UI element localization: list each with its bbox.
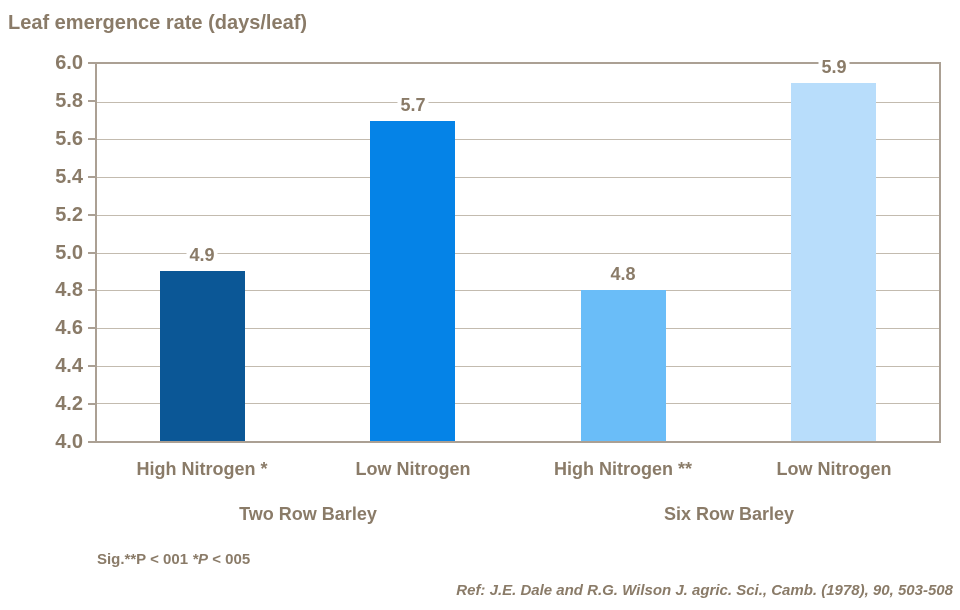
- y-tick-mark: [88, 403, 95, 405]
- plot-area: 4.9 5.7 4.8 5.9: [95, 57, 941, 443]
- y-tick-mark: [88, 100, 95, 102]
- category-label: Low Nitrogen: [355, 459, 471, 479]
- bar-low-nitrogen: [791, 83, 876, 441]
- bar-value-label: 4.9: [186, 245, 218, 265]
- gridline: [97, 139, 939, 140]
- category-label: High Nitrogen **: [554, 459, 692, 479]
- gridline: [97, 215, 939, 216]
- y-tick-mark: [88, 62, 95, 64]
- y-tick-mark: [88, 365, 95, 367]
- gridline: [97, 102, 939, 103]
- group-label: Two Row Barley: [239, 504, 377, 524]
- y-tick-label: 4.6: [55, 317, 83, 339]
- y-tick-mark: [88, 441, 95, 443]
- y-tick-label: 6.0: [55, 52, 83, 74]
- y-tick-label: 4.8: [55, 279, 83, 301]
- y-tick-mark: [88, 214, 95, 216]
- bar-low-nitrogen: [370, 121, 455, 441]
- y-tick-label: 4.0: [55, 431, 83, 453]
- chart-title: Leaf emergence rate (days/leaf): [8, 12, 308, 34]
- y-tick-label: 5.0: [55, 242, 83, 264]
- bar-value-label: 5.7: [397, 95, 429, 115]
- gridline: [97, 366, 939, 367]
- significance-note: Sig.**P < 001 *P < 005: [97, 551, 250, 568]
- y-tick-mark: [88, 327, 95, 329]
- gridline: [97, 177, 939, 178]
- y-tick-mark: [88, 252, 95, 254]
- y-tick-mark: [88, 138, 95, 140]
- bar-value-label: 4.8: [607, 264, 639, 284]
- bar-high-nitrogen: [160, 271, 245, 441]
- y-tick-label: 5.6: [55, 128, 83, 150]
- y-tick-mark: [88, 289, 95, 291]
- significance-note-suffix: < 005: [208, 551, 251, 568]
- gridline: [97, 253, 939, 254]
- y-tick-label: 4.2: [55, 393, 83, 415]
- gridline: [97, 403, 939, 404]
- gridline: [97, 290, 939, 291]
- reference-note: Ref: J.E. Dale and R.G. Wilson J. agric.…: [456, 582, 953, 599]
- bar-high-nitrogen: [581, 290, 666, 441]
- bar-value-label: 5.9: [818, 57, 850, 77]
- significance-note-italic-p: *P: [192, 551, 209, 568]
- category-label: High Nitrogen *: [136, 459, 268, 479]
- group-label: Six Row Barley: [663, 504, 795, 524]
- y-tick-label: 5.4: [55, 166, 83, 188]
- significance-note-prefix: Sig.**P < 001: [97, 551, 193, 568]
- category-label: Low Nitrogen: [776, 459, 892, 479]
- gridline: [97, 328, 939, 329]
- y-tick-label: 5.8: [55, 90, 83, 112]
- y-tick-label: 5.2: [55, 204, 83, 226]
- y-tick-label: 4.4: [55, 355, 83, 377]
- y-tick-mark: [88, 176, 95, 178]
